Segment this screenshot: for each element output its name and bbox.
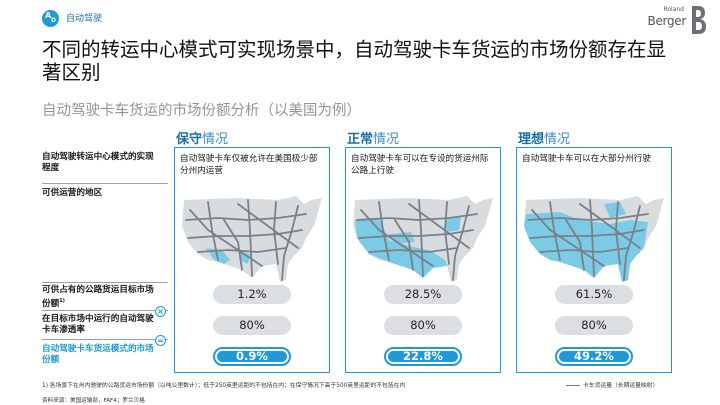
scenario-description: 自动驾驶卡车可以在大部分州行驶 xyxy=(522,154,651,164)
scenario-description: 自动驾驶卡车可以在专设的货运州际公路上行驶 xyxy=(351,154,489,176)
page-headline: 不同的转运中心模式可实现场景中，自动驾驶卡车货运的市场份额存在显著区别 xyxy=(42,38,667,84)
footnote: 1) 各场景下在州内驰驶的公路货运市场份额（以吨公里数计）；低于250英里运距的… xyxy=(42,383,406,389)
row-label-market-share-text: 可供占有的公路货运目标市场份额 xyxy=(42,285,154,309)
badge-letter-d: D xyxy=(51,17,56,24)
result-share-pill-conservative: 0.9% xyxy=(213,347,291,366)
us-freight-map-conservative xyxy=(182,196,322,282)
source-note: 资料来源：美国运输部，FAF4；罗兰贝格 xyxy=(42,398,145,404)
result-share-value: 0.9% xyxy=(217,350,287,362)
penetration-pill-normal: 80% xyxy=(384,316,462,335)
scenario-title-normal: 正常情况 xyxy=(347,128,399,147)
scenario-panel-conservative: 自动驾驶卡车仅被允许在美国极少部分州内运营 xyxy=(174,147,330,373)
footnote-marker: 1) xyxy=(59,298,65,304)
scenario-title-bold: 保守 xyxy=(176,132,203,147)
result-share-value: 49.2% xyxy=(559,350,629,362)
scenario-title-bold: 正常 xyxy=(347,132,374,147)
badge-letter-a: A xyxy=(45,11,52,20)
row-label-regions: 可供运营的地区 xyxy=(42,188,103,198)
scenario-description: 自动驾驶卡车仅被允许在美国极少部分州内运营 xyxy=(180,154,318,176)
penetration-pill-conservative: 80% xyxy=(213,316,291,335)
result-share-pill-ideal: 49.2% xyxy=(555,347,633,366)
us-freight-map-ideal xyxy=(524,196,664,282)
logo-text-roland: Roland xyxy=(663,6,684,13)
scenario-title-conservative: 保守情况 xyxy=(176,128,228,147)
equals-operator-icon: = xyxy=(155,335,166,346)
result-share-pill-normal: 22.8% xyxy=(384,347,462,366)
legend-line-icon xyxy=(566,385,580,386)
map-legend: 卡车货运量（长期运量映射） xyxy=(566,380,658,389)
logo-b-mark-icon xyxy=(692,6,706,34)
page-subtitle: 自动驾驶卡车货运的市场份额分析（以美国为例） xyxy=(42,103,361,119)
section-label: 自动驾驶 xyxy=(66,14,103,24)
row-divider xyxy=(42,282,168,283)
logo-text-berger: Berger xyxy=(647,14,687,28)
row-label-penetration: 在目标市场中运行的自动驾驶卡车渗透率 xyxy=(42,314,154,335)
section-badge-icon: A D xyxy=(42,10,59,27)
scenario-title-bold: 理想 xyxy=(518,132,545,147)
roland-berger-logo: Roland Berger xyxy=(628,4,708,36)
target-share-pill-conservative: 1.2% xyxy=(213,285,291,304)
result-share-value: 22.8% xyxy=(388,350,458,362)
row-divider xyxy=(42,339,168,340)
row-label-implementation: 自动驾驶转运中心模式的实现程度 xyxy=(42,152,154,173)
legend-label: 卡车货运量（长期运量映射） xyxy=(583,383,659,389)
target-share-pill-ideal: 61.5% xyxy=(555,285,633,304)
us-freight-map-normal xyxy=(353,196,493,282)
row-divider xyxy=(42,183,168,184)
row-divider xyxy=(42,310,168,311)
scenario-title-rest: 情况 xyxy=(544,132,571,147)
row-label-result: 自动驾驶卡车货运模式的市场份额 xyxy=(42,344,154,365)
scenario-title-rest: 情况 xyxy=(202,132,229,147)
row-label-market-share: 可供占有的公路货运目标市场份额1) xyxy=(42,285,154,310)
multiply-operator-icon: × xyxy=(155,306,166,317)
scenario-title-rest: 情况 xyxy=(373,132,400,147)
scenario-title-ideal: 理想情况 xyxy=(518,128,570,147)
penetration-pill-ideal: 80% xyxy=(555,316,633,335)
scenario-panel-ideal: 自动驾驶卡车可以在大部分州行驶 xyxy=(516,147,672,373)
target-share-pill-normal: 28.5% xyxy=(384,285,462,304)
scenario-panel-normal: 自动驾驶卡车可以在专设的货运州际公路上行驶 xyxy=(345,147,501,373)
